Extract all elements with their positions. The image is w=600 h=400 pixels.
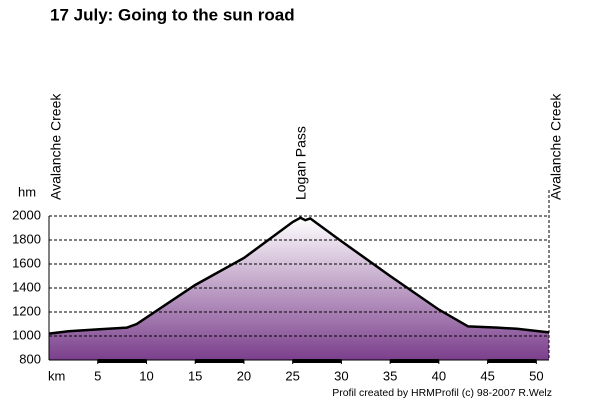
x-tick-label: 10 xyxy=(139,368,153,383)
waypoint-label: Avalanche Creek xyxy=(48,93,64,200)
x-axis-label: km xyxy=(48,368,65,383)
waypoint-label: Logan Pass xyxy=(292,126,308,200)
x-tick-label: 20 xyxy=(237,368,251,383)
area xyxy=(49,217,549,360)
y-tick-label: 1600 xyxy=(12,255,41,270)
distance-band xyxy=(195,359,244,363)
y-tick-label: 800 xyxy=(19,351,41,366)
y-tick-label: 1000 xyxy=(12,327,41,342)
distance-band xyxy=(390,359,439,363)
y-tick-label: 2000 xyxy=(12,207,41,222)
y-axis-label: hm xyxy=(18,184,36,199)
x-tick-label: 15 xyxy=(188,368,202,383)
x-tick-label: 40 xyxy=(432,368,446,383)
distance-band xyxy=(487,359,537,363)
distance-band xyxy=(97,359,147,363)
x-tick-label: 45 xyxy=(480,368,494,383)
x-tick-label: 5 xyxy=(94,368,101,383)
y-tick-label: 1200 xyxy=(12,303,41,318)
waypoint-label: Avalanche Creek xyxy=(548,93,564,200)
y-tick-label: 1800 xyxy=(12,231,41,246)
x-tick-label: 30 xyxy=(334,368,348,383)
credit: Profil created by HRMProfil (c) 98-2007 … xyxy=(332,387,552,399)
distance-band xyxy=(292,359,342,363)
x-tick-label: 35 xyxy=(383,368,397,383)
x-tick-label: 25 xyxy=(285,368,299,383)
profile-line xyxy=(48,216,550,335)
x-tick-label: 50 xyxy=(529,368,543,383)
y-tick-label: 1400 xyxy=(12,279,41,294)
chart-title: 17 July: Going to the sun road xyxy=(50,5,295,24)
